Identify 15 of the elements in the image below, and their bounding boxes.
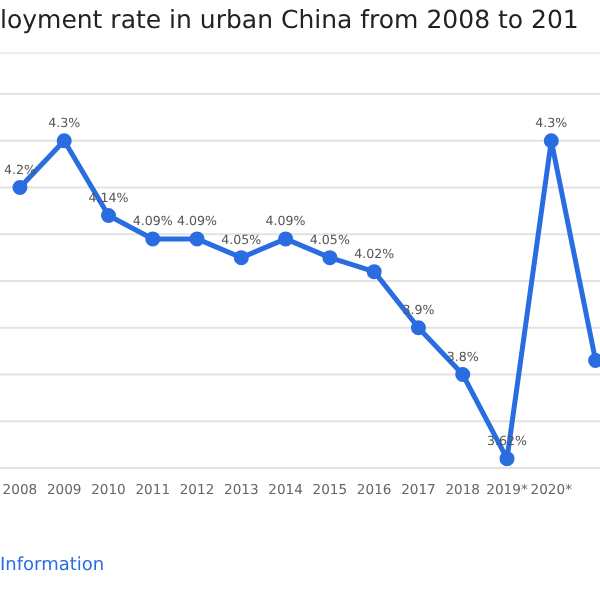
- point: [233, 250, 249, 266]
- point: [100, 208, 116, 224]
- point: [455, 367, 471, 382]
- text: Information: [0, 556, 105, 576]
- point: [410, 320, 426, 336]
- point: [543, 133, 559, 149]
- point: [189, 231, 205, 247]
- chart-title: loyment rate in urban China from 2008 to 201: [0, 4, 581, 34]
- point: [12, 180, 28, 195]
- point: [366, 264, 382, 280]
- point: [278, 231, 294, 247]
- point: [56, 133, 72, 149]
- point: [499, 451, 515, 467]
- point: [145, 231, 161, 247]
- point: [322, 250, 338, 266]
